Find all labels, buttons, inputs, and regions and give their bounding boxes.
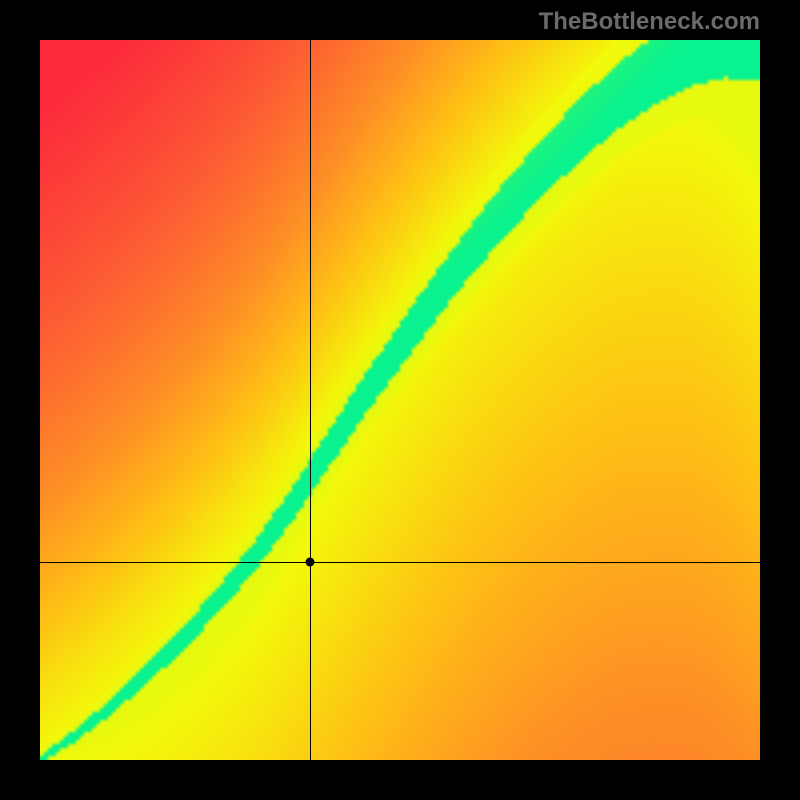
- heatmap-canvas: [40, 40, 760, 760]
- marker-point: [306, 558, 315, 567]
- watermark-text: TheBottleneck.com: [539, 8, 760, 36]
- plot-area: [40, 40, 760, 760]
- chart-container: { "watermark": { "text": "TheBottleneck.…: [0, 0, 800, 800]
- crosshair-horizontal: [40, 562, 760, 563]
- crosshair-vertical: [310, 40, 311, 760]
